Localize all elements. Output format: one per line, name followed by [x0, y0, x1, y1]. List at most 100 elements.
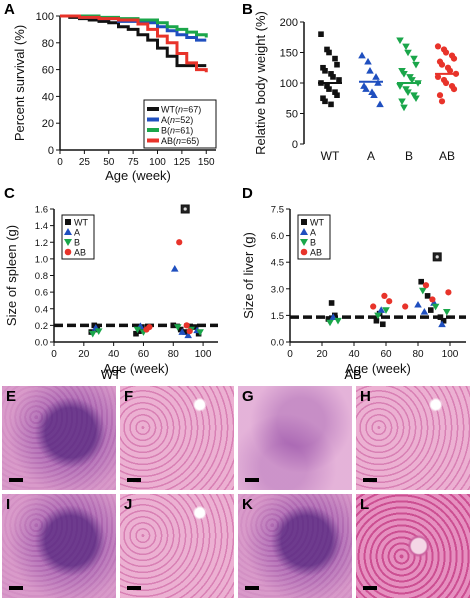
micrograph-i: I: [2, 494, 116, 598]
point-ab: [381, 292, 388, 299]
point-ab: [429, 296, 436, 303]
survival-line-ab: [60, 14, 208, 73]
x-tick-label: 40: [108, 349, 120, 360]
point-a: [420, 308, 429, 315]
point-b: [431, 303, 440, 311]
point-a: [184, 331, 192, 339]
point-b: [196, 329, 204, 336]
category-label: WT: [321, 149, 340, 163]
panel-label-j: J: [124, 496, 133, 513]
x-tick-label: 100: [442, 349, 459, 360]
legend-entry-ab: AB: [74, 248, 86, 258]
x-tick-label: 50: [103, 157, 115, 168]
liver-size-chart: 0.0 1.5 3.0 4.5 6.0 7.5 0 20 40 60 80 100 Age (week)…: [241, 205, 466, 376]
point-wt: [320, 64, 326, 71]
micrograph-f: F: [120, 386, 234, 490]
point-wt: [322, 98, 328, 105]
point-wt: [195, 330, 202, 337]
histology-title-wt: WT: [101, 367, 121, 382]
x-tick-label: 100: [149, 157, 166, 168]
point-wt: [177, 326, 184, 333]
legend-marker-a: [64, 228, 72, 235]
point-ab: [450, 55, 458, 62]
point-wt: [136, 328, 142, 334]
y-tick-label: 100: [280, 78, 298, 90]
point-a: [370, 91, 378, 98]
micrograph-j: J: [120, 494, 234, 598]
legend-entry-wt: WT: [74, 218, 88, 228]
x-tick-label: 125: [174, 157, 191, 168]
point-ab: [146, 323, 153, 331]
point-wt: [192, 324, 199, 330]
y-axis-label: Size of liver (g): [241, 232, 256, 319]
point-wt: [326, 86, 332, 92]
point-wt: [330, 74, 336, 80]
panel-label-k: K: [242, 496, 253, 513]
x-tick-label: 20: [316, 349, 328, 360]
point-b: [334, 317, 342, 325]
panel-label-i: I: [6, 496, 11, 513]
scale-bar: [245, 586, 259, 590]
point-ab: [436, 92, 444, 99]
micrograph-l: L: [356, 494, 470, 598]
point-wt: [320, 95, 326, 102]
panel-label-h: H: [360, 388, 371, 405]
point-ab: [442, 79, 450, 87]
legend-marker-b: [64, 239, 72, 246]
point-wt: [324, 46, 330, 53]
legend-marker-b: [300, 239, 308, 246]
y-tick-label: 1.5: [271, 311, 284, 322]
point-wt: [133, 330, 139, 337]
panel-label-f: F: [124, 388, 134, 405]
y-tick-label: 0: [48, 145, 54, 157]
point-wt: [328, 300, 335, 306]
point-wt: [332, 89, 338, 95]
point-ab: [434, 43, 442, 50]
survival-line-wt: [60, 14, 207, 68]
point-wt: [428, 307, 434, 313]
legend-marker-ab: [300, 248, 308, 256]
point-a: [377, 306, 385, 313]
point-wt: [328, 101, 334, 108]
panel-label-g: G: [242, 388, 254, 405]
point-b: [419, 287, 427, 295]
panel-label-a: A: [4, 1, 15, 18]
point-ab: [438, 61, 446, 68]
point-ab: [370, 303, 377, 310]
y-tick-label: 0.4: [35, 304, 48, 315]
point-wt: [332, 312, 338, 319]
panel-label-l: L: [360, 496, 370, 513]
point-b: [88, 330, 97, 338]
legend-entry-ab: AB(n=65): [161, 136, 199, 146]
y-tick-label: 1.0: [35, 254, 48, 265]
category-label: AB: [439, 149, 455, 163]
point-wt: [380, 321, 386, 328]
point-a: [170, 265, 179, 272]
point-b: [443, 309, 451, 316]
point-wt: [91, 322, 98, 329]
y-tick-label: 0.0: [35, 338, 48, 349]
legend-entry-wt: WT: [310, 218, 324, 228]
point-a: [362, 85, 370, 92]
legend-entry-b: B(n=61): [161, 126, 193, 136]
x-tick-label: 100: [195, 349, 212, 360]
point-wt: [437, 314, 444, 320]
point-b: [374, 312, 382, 320]
scale-bar: [245, 478, 259, 482]
outlier-center: [183, 207, 187, 211]
x-tick-label: 60: [138, 349, 150, 360]
micrograph-e: E: [2, 386, 116, 490]
legend-marker-ab: [64, 248, 72, 256]
x-tick-label: 0: [51, 349, 57, 360]
y-tick-label: 20: [42, 118, 54, 130]
point-ab: [434, 73, 442, 80]
histology-title-ab: AB: [344, 367, 361, 382]
point-b: [396, 83, 404, 90]
y-tick-label: 7.5: [271, 205, 284, 216]
panel-label-c: C: [4, 185, 15, 202]
y-tick-label: 100: [36, 11, 54, 23]
point-b: [400, 71, 408, 78]
